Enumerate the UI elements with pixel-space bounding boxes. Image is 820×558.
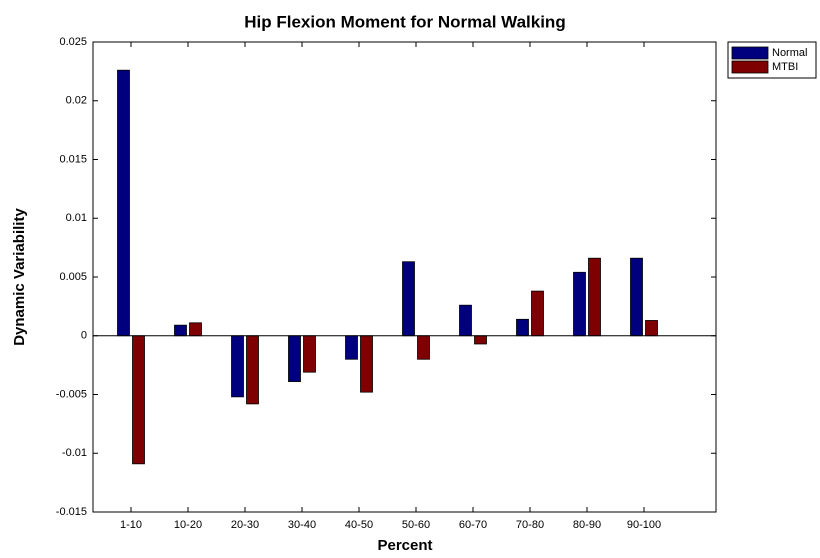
x-tick-label: 20-30 bbox=[231, 519, 259, 531]
bar bbox=[360, 335, 373, 393]
legend-label: MTBI bbox=[772, 61, 798, 73]
bar bbox=[474, 335, 487, 345]
chart-title: Hip Flexion Moment for Normal Walking bbox=[244, 12, 565, 31]
x-tick-label: 60-70 bbox=[459, 519, 487, 531]
bar bbox=[132, 335, 145, 465]
bar bbox=[303, 335, 316, 373]
legend-swatch bbox=[731, 46, 769, 60]
y-tick-label: -0.01 bbox=[62, 447, 87, 459]
x-tick-label: 80-90 bbox=[573, 519, 601, 531]
y-tick-label: -0.005 bbox=[56, 388, 87, 400]
bar bbox=[645, 320, 658, 337]
legend-swatch bbox=[731, 60, 769, 74]
bar bbox=[417, 335, 430, 360]
x-tick-label: 70-80 bbox=[516, 519, 544, 531]
y-tick-label: 0 bbox=[81, 330, 87, 342]
x-tick-label: 10-20 bbox=[174, 519, 202, 531]
x-tick-label: 1-10 bbox=[120, 519, 142, 531]
y-tick-label: 0.015 bbox=[59, 153, 87, 165]
bar bbox=[588, 257, 601, 337]
legend-label: Normal bbox=[772, 47, 807, 59]
bar bbox=[117, 69, 130, 337]
y-axis-label: Dynamic Variability bbox=[11, 208, 28, 346]
y-tick-label: -0.015 bbox=[56, 506, 87, 518]
bar bbox=[231, 335, 244, 398]
y-tick-label: 0.02 bbox=[66, 95, 87, 107]
y-tick-label: 0.01 bbox=[66, 212, 87, 224]
bar bbox=[531, 290, 544, 337]
bar bbox=[189, 322, 202, 337]
bar bbox=[345, 335, 358, 360]
bar bbox=[288, 335, 301, 382]
x-tick-label: 40-50 bbox=[345, 519, 373, 531]
x-tick-label: 50-60 bbox=[402, 519, 430, 531]
bar bbox=[573, 271, 586, 337]
y-tick-label: 0.025 bbox=[59, 36, 87, 48]
bar bbox=[516, 318, 529, 337]
bar bbox=[459, 304, 472, 337]
x-axis-label: Percent bbox=[377, 537, 432, 554]
bar bbox=[174, 324, 187, 337]
x-tick-label: 30-40 bbox=[288, 519, 316, 531]
bar bbox=[630, 257, 643, 337]
y-tick-label: 0.005 bbox=[59, 271, 87, 283]
x-tick-label: 90-100 bbox=[627, 519, 661, 531]
bar bbox=[402, 261, 415, 337]
bar bbox=[246, 335, 259, 405]
